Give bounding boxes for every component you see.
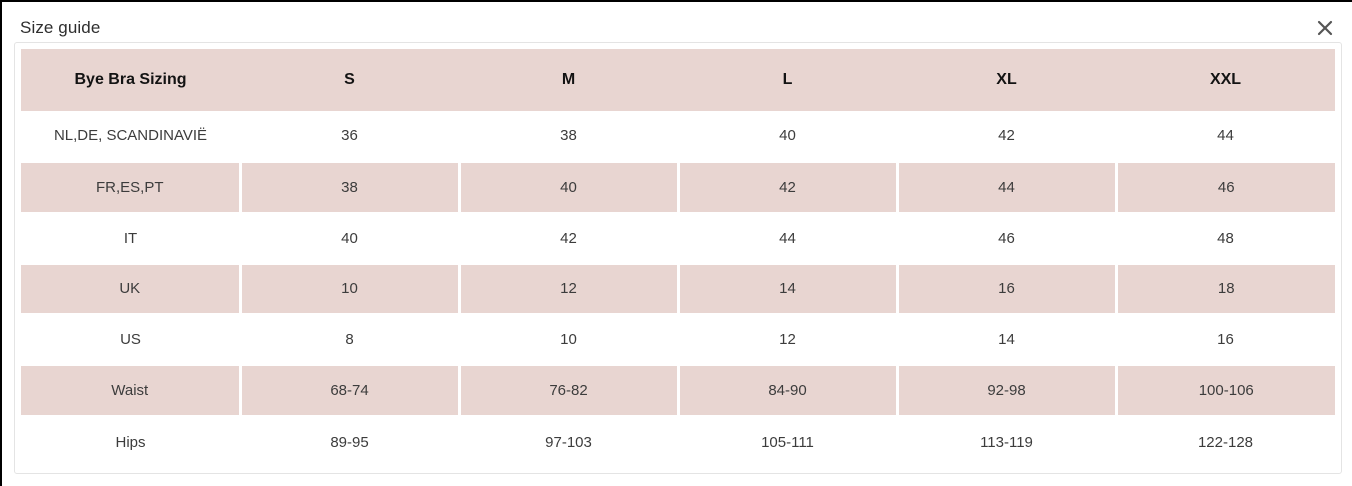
size-cell: 122-128: [1116, 416, 1335, 467]
size-cell: 10: [240, 262, 461, 316]
size-cell: 40: [240, 212, 459, 264]
row-label: Hips: [21, 416, 240, 467]
header-cell-m: M: [459, 49, 678, 111]
size-cell: 12: [459, 262, 680, 316]
size-guide-card: Bye Bra Sizing S M L XL XXL NL,DE, SCAND…: [14, 42, 1342, 474]
row-label: US: [21, 314, 240, 366]
size-cell: 40: [459, 160, 680, 214]
header-cell-xl: XL: [897, 49, 1116, 111]
size-cell: 40: [678, 111, 897, 162]
size-cell: 89-95: [240, 416, 459, 467]
size-cell: 42: [897, 111, 1116, 162]
row-label: NL,DE, SCANDINAVIË: [21, 111, 240, 162]
header-cell-l: L: [678, 49, 897, 111]
row-label: FR,ES,PT: [21, 160, 242, 214]
table-row: Hips 89-95 97-103 105-111 113-119 122-12…: [21, 416, 1335, 467]
size-cell: 84-90: [678, 364, 899, 418]
header-row: Bye Bra Sizing S M L XL XXL: [21, 49, 1335, 111]
table-header: Bye Bra Sizing S M L XL XXL: [21, 49, 1335, 111]
table-row: Waist 68-74 76-82 84-90 92-98 100-106: [21, 364, 1335, 418]
size-cell: 38: [240, 160, 461, 214]
table-row: FR,ES,PT 38 40 42 44 46: [21, 160, 1335, 214]
size-cell: 38: [459, 111, 678, 162]
size-cell: 97-103: [459, 416, 678, 467]
size-cell: 48: [1116, 212, 1335, 264]
size-guide-table: Bye Bra Sizing S M L XL XXL NL,DE, SCAND…: [21, 49, 1335, 467]
size-cell: 105-111: [678, 416, 897, 467]
size-cell: 36: [240, 111, 459, 162]
header-cell-brand: Bye Bra Sizing: [21, 49, 240, 111]
size-cell: 16: [1116, 314, 1335, 366]
table-row: NL,DE, SCANDINAVIË 36 38 40 42 44: [21, 111, 1335, 162]
header-cell-xxl: XXL: [1116, 49, 1335, 111]
size-cell: 42: [678, 160, 899, 214]
size-cell: 76-82: [459, 364, 680, 418]
size-cell: 10: [459, 314, 678, 366]
modal-title: Size guide: [20, 18, 101, 37]
row-label: IT: [21, 212, 240, 264]
header-cell-s: S: [240, 49, 459, 111]
size-cell: 46: [1116, 160, 1335, 214]
size-cell: 14: [678, 262, 899, 316]
size-cell: 44: [897, 160, 1118, 214]
close-icon: [1316, 19, 1334, 37]
table-body: NL,DE, SCANDINAVIË 36 38 40 42 44 FR,ES,…: [21, 111, 1335, 467]
size-cell: 46: [897, 212, 1116, 264]
size-cell: 100-106: [1116, 364, 1335, 418]
row-label: UK: [21, 262, 242, 316]
size-cell: 16: [897, 262, 1118, 316]
size-cell: 92-98: [897, 364, 1118, 418]
size-cell: 12: [678, 314, 897, 366]
size-cell: 44: [1116, 111, 1335, 162]
size-cell: 18: [1116, 262, 1335, 316]
size-cell: 8: [240, 314, 459, 366]
table-row: US 8 10 12 14 16: [21, 314, 1335, 366]
size-cell: 14: [897, 314, 1116, 366]
size-cell: 42: [459, 212, 678, 264]
size-cell: 44: [678, 212, 897, 264]
size-cell: 68-74: [240, 364, 461, 418]
row-label: Waist: [21, 364, 242, 418]
close-button[interactable]: [1314, 17, 1336, 39]
table-row: IT 40 42 44 46 48: [21, 212, 1335, 264]
table-row: UK 10 12 14 16 18: [21, 262, 1335, 316]
modal-header: Size guide: [20, 16, 1336, 40]
size-cell: 113-119: [897, 416, 1116, 467]
